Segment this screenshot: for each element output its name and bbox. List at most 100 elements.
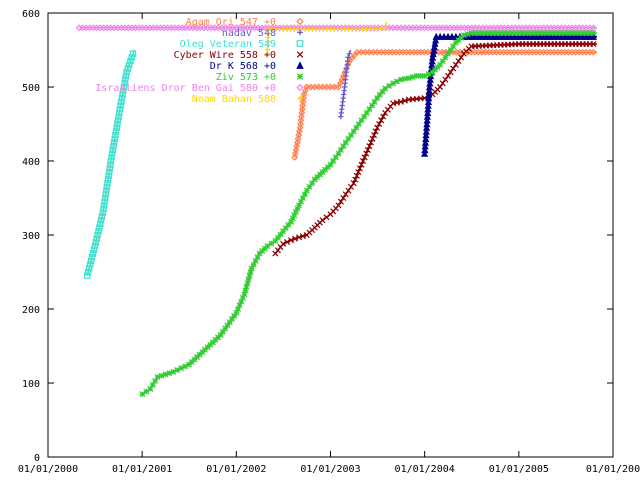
legend-label-1: nadav 548 <box>222 28 276 39</box>
series-point-2 <box>84 268 92 276</box>
series-point-5 <box>497 29 504 37</box>
series-point-5 <box>158 372 165 379</box>
series-point-7 <box>382 25 388 31</box>
series-point-3 <box>363 150 370 157</box>
series-point-5 <box>366 106 373 113</box>
series-point-2 <box>103 183 111 191</box>
series-point-5 <box>238 298 245 305</box>
series-point-5 <box>154 374 161 381</box>
x-tick-label: 01/01/2005 <box>489 464 549 475</box>
series-point-5 <box>272 237 279 244</box>
series-point-5 <box>460 32 467 39</box>
series-point-4 <box>452 32 460 40</box>
series-point-2 <box>102 191 109 198</box>
series-point-5 <box>219 328 226 335</box>
legend-marker-2 <box>296 40 304 47</box>
series-point-5 <box>483 29 490 37</box>
series-line-0 <box>293 51 597 158</box>
series-point-2 <box>113 124 120 131</box>
series-point-2 <box>122 76 129 83</box>
series-point-3 <box>342 191 349 198</box>
series-point-5 <box>358 117 365 124</box>
series-point-5 <box>442 54 449 61</box>
series-point-5 <box>475 29 482 37</box>
series-point-4 <box>423 116 431 124</box>
series-point-4 <box>421 138 430 146</box>
series-point-0 <box>297 113 305 121</box>
series-point-5 <box>239 294 246 301</box>
series-point-5 <box>244 280 251 287</box>
series-point-2 <box>97 220 104 228</box>
series-point-3 <box>352 176 359 183</box>
series-point-5 <box>512 29 519 37</box>
series-point-3 <box>380 113 387 120</box>
legend-label-3: Cyber Wire 558 +0 <box>174 50 276 61</box>
series-point-2 <box>110 139 118 146</box>
series-point-2 <box>118 98 125 105</box>
series-point-2 <box>128 54 135 61</box>
series-point-2 <box>93 235 100 242</box>
series-point-0 <box>590 48 597 56</box>
series-point-3 <box>335 202 342 209</box>
series-point-5 <box>447 46 454 54</box>
series-point-5 <box>526 29 533 37</box>
series-point-5 <box>296 202 303 209</box>
series-point-2 <box>94 231 101 239</box>
series-point-2 <box>114 120 121 128</box>
series-point-2 <box>116 106 124 113</box>
series-point-2 <box>125 61 133 68</box>
y-tick-label: 0 <box>34 453 40 464</box>
series-point-5 <box>147 385 154 392</box>
series-point-5 <box>353 124 360 131</box>
series-point-5 <box>247 268 254 276</box>
series-point-5 <box>390 80 397 87</box>
series-point-5 <box>519 29 526 37</box>
series-markers <box>75 24 598 398</box>
series-point-5 <box>297 198 305 205</box>
series-point-5 <box>479 29 486 37</box>
series-point-5 <box>586 29 593 37</box>
series-point-5 <box>231 312 238 319</box>
series-point-0 <box>295 131 303 139</box>
series-point-2 <box>112 128 120 135</box>
series-point-5 <box>245 276 252 283</box>
series-point-0 <box>295 127 303 135</box>
series-point-4 <box>444 32 452 40</box>
series-point-3 <box>369 135 376 142</box>
series-point-2 <box>91 242 99 250</box>
series-point-3 <box>337 198 344 205</box>
series-lines <box>79 21 597 395</box>
series-point-3 <box>445 72 452 79</box>
series-point-2 <box>129 50 137 57</box>
series-point-5 <box>309 180 316 187</box>
series-point-5 <box>439 58 446 65</box>
series-point-2 <box>107 157 115 165</box>
series-point-5 <box>445 50 452 57</box>
series-point-5 <box>306 183 313 190</box>
series-point-4 <box>423 112 431 120</box>
series-point-1 <box>346 51 352 57</box>
series-point-4 <box>430 43 438 51</box>
series-point-4 <box>425 86 433 94</box>
series-point-5 <box>425 71 432 78</box>
series-point-5 <box>166 370 173 377</box>
series-point-2 <box>114 117 122 124</box>
series-point-5 <box>537 29 544 37</box>
series-point-5 <box>162 371 169 378</box>
series-point-3 <box>323 214 330 221</box>
series-point-2 <box>97 217 105 224</box>
series-point-5 <box>228 316 235 323</box>
series-point-4 <box>431 39 439 47</box>
series-point-0 <box>298 105 306 113</box>
series-point-0 <box>291 150 299 158</box>
series-point-5 <box>152 378 159 385</box>
series-point-5 <box>572 29 579 37</box>
series-point-4 <box>428 60 436 68</box>
series-point-5 <box>413 72 420 79</box>
series-point-5 <box>289 215 296 222</box>
series-point-3 <box>450 65 457 72</box>
x-axis: 01/01/2000 01/01/2001 01/01/2002 01/01/2003… <box>18 13 640 475</box>
series-point-2 <box>86 261 94 268</box>
